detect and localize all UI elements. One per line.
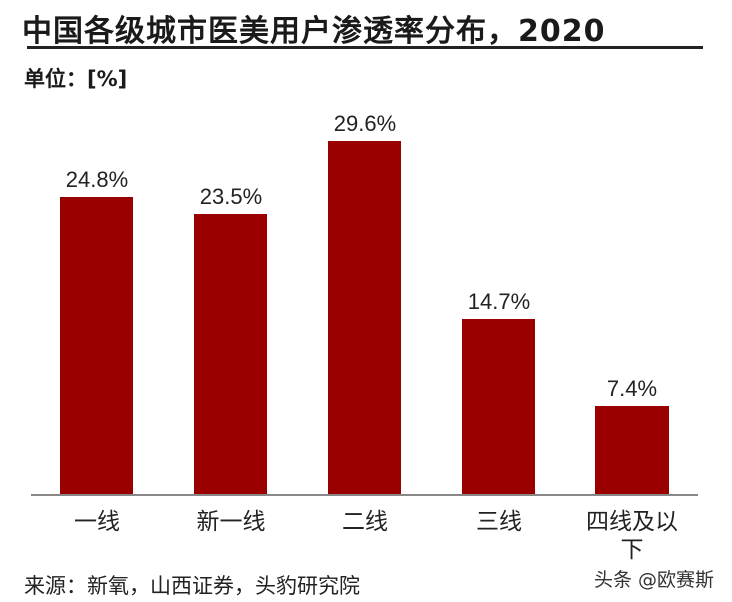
category-label: 四线及以下: [586, 509, 678, 563]
category-label: 三线: [476, 509, 522, 535]
value-label: 14.7%: [467, 289, 531, 314]
category-label: 一线: [74, 509, 120, 535]
bar-tier2: [328, 141, 401, 494]
bar-new-tier1: [194, 214, 267, 494]
unit-label: 单位：[%]: [24, 67, 128, 91]
watermark: 头条 @欧赛斯: [593, 569, 714, 591]
category-label: 二线: [342, 509, 388, 535]
source-note: 来源：新氧，山西证券，头豹研究院: [24, 574, 360, 598]
category-label: 新一线: [196, 509, 266, 535]
value-label: 23.5%: [199, 184, 263, 209]
value-label: 24.8%: [65, 167, 129, 192]
x-axis-line: [31, 494, 698, 496]
bar-tier4-below: [595, 406, 669, 494]
bar-tier3: [462, 319, 535, 494]
chart-title: 中国各级城市医美用户渗透率分布，2020: [22, 14, 606, 49]
title-divider: [27, 46, 703, 49]
value-label: 7.4%: [606, 376, 658, 401]
bar-tier1: [60, 197, 133, 494]
value-label: 29.6%: [333, 111, 397, 136]
